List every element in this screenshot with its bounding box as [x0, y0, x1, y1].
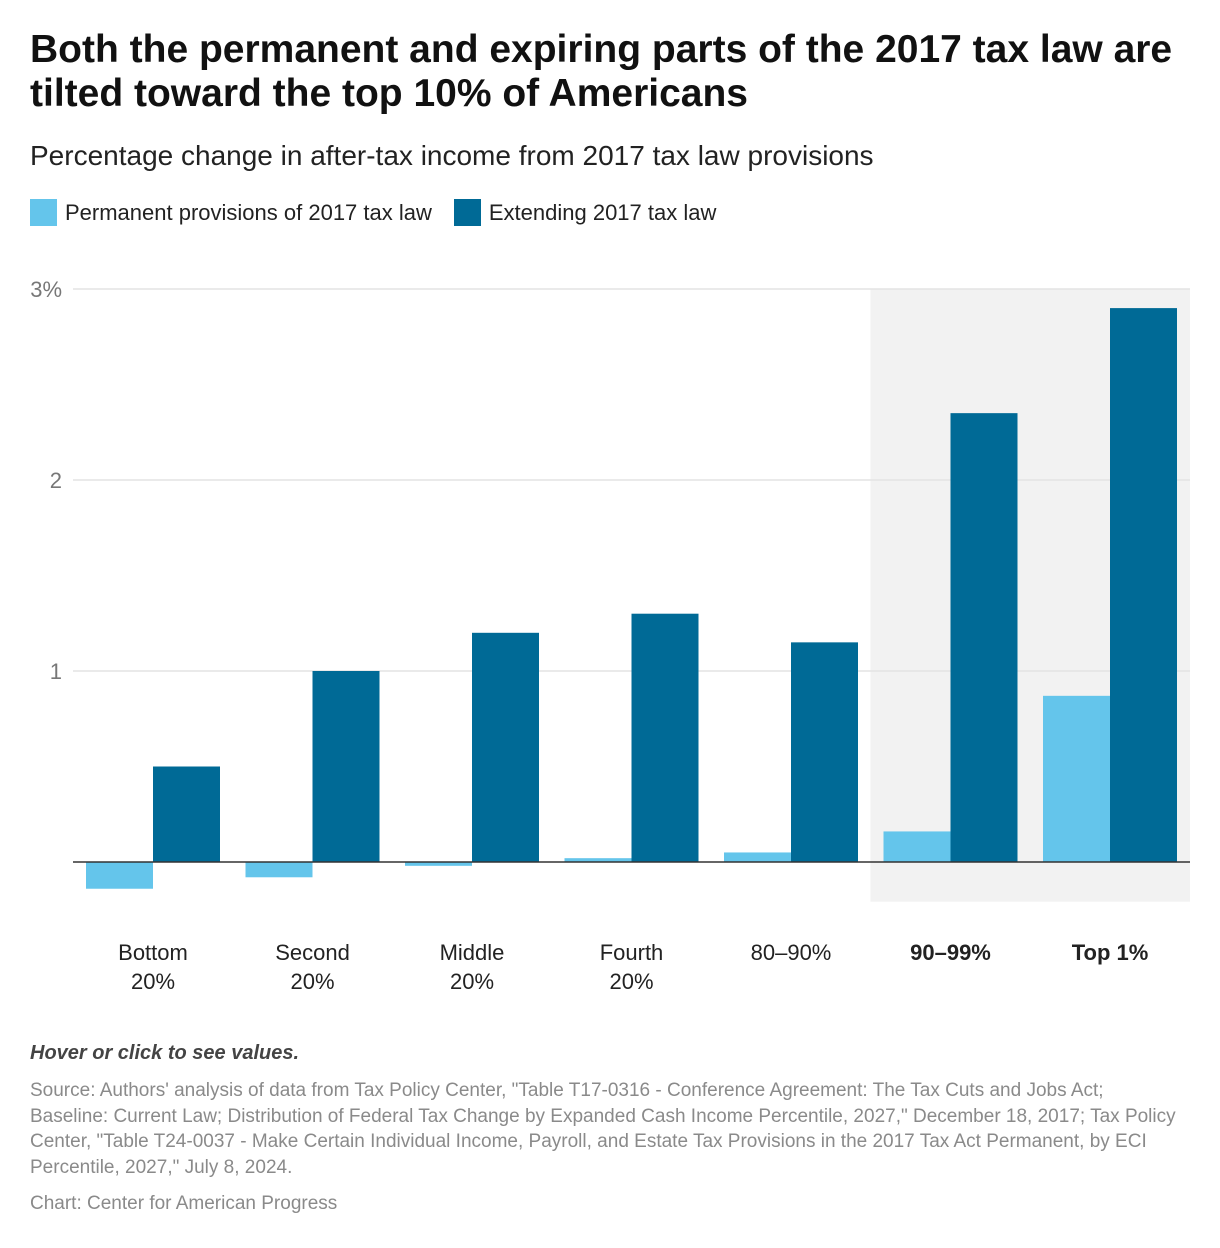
chart-title: Both the permanent and expiring parts of…	[30, 28, 1173, 115]
legend-label-extending: Extending 2017 tax law	[488, 199, 717, 225]
y-tick-label-2: 2	[50, 468, 62, 493]
x-tick-label-1-1: 20%	[290, 969, 334, 994]
chart-subtitle: Percentage change in after-tax income fr…	[30, 140, 874, 171]
x-tick-label-3-0: Fourth	[600, 940, 664, 965]
x-tick-label-1-0: Second	[275, 940, 350, 965]
bar-permanent-2[interactable]	[405, 862, 472, 866]
interaction-note: Hover or click to see values.	[30, 1042, 300, 1064]
bar-extending-0[interactable]	[153, 766, 220, 863]
x-tick-label-5-0: 90–99%	[910, 940, 991, 965]
bar-extending-5[interactable]	[950, 413, 1018, 862]
bar-chart: 1 2 3% Bottom 20% Second 20% Middle 20% Fourth 20%…	[30, 277, 1190, 994]
legend-swatch-permanent	[30, 199, 57, 226]
y-tick-label-3: 3%	[30, 277, 62, 302]
chart-credit: Chart: Center for American Progress	[30, 1193, 338, 1214]
legend-item-extending[interactable]: Extending 2017 tax law	[453, 199, 717, 226]
x-tick-label-0-1: 20%	[131, 969, 175, 994]
bar-permanent-4[interactable]	[724, 852, 791, 862]
bar-permanent-5[interactable]	[883, 831, 951, 862]
bar-extending-6[interactable]	[1110, 308, 1177, 863]
bar-permanent-6[interactable]	[1043, 695, 1110, 862]
x-tick-label-2-1: 20%	[450, 969, 494, 994]
bar-extending-1[interactable]	[312, 671, 380, 862]
bar-extending-3[interactable]	[631, 613, 699, 862]
bar-extending-4[interactable]	[791, 642, 858, 862]
x-tick-label-4-0: 80–90%	[751, 940, 832, 965]
legend-label-permanent: Permanent provisions of 2017 tax law	[65, 199, 432, 225]
x-tick-label-3-1: 20%	[609, 969, 653, 994]
x-tick-label-0-0: Bottom	[118, 940, 188, 965]
bar-permanent-1[interactable]	[245, 862, 313, 878]
x-tick-label-2-0: Middle	[440, 940, 505, 965]
source-note: Source: Authors' analysis of data from T…	[30, 1080, 1176, 1178]
bar-permanent-3[interactable]	[564, 858, 632, 862]
bar-permanent-0[interactable]	[86, 862, 153, 889]
legend: Permanent provisions of 2017 tax law Ext…	[30, 199, 738, 226]
y-tick-label-1: 1	[50, 659, 62, 684]
legend-item-permanent[interactable]: Permanent provisions of 2017 tax law	[30, 199, 432, 226]
x-tick-label-6-0: Top 1%	[1072, 940, 1149, 965]
bar-extending-2[interactable]	[472, 632, 539, 862]
legend-swatch-extending	[453, 199, 481, 226]
